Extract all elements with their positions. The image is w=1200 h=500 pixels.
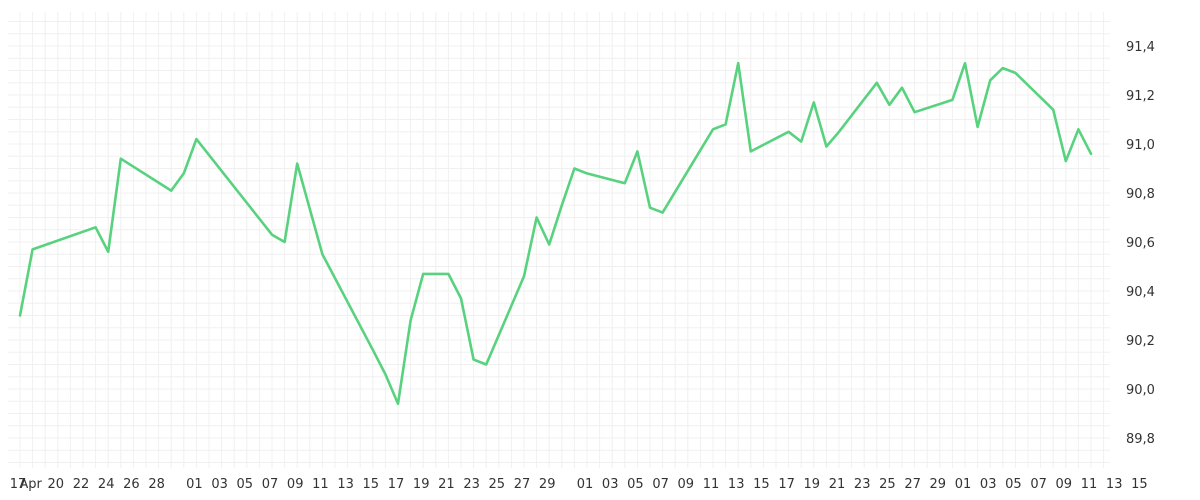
x-tick-label: 07 [652, 477, 669, 492]
x-tick-label: 25 [489, 477, 506, 492]
x-tick-label: 07 [1030, 477, 1047, 492]
y-tick-label: 91,2 [1126, 89, 1155, 104]
x-tick-label: 24 [98, 477, 115, 492]
x-tick-label: 07 [262, 477, 279, 492]
x-tick-label: 29 [539, 477, 556, 492]
x-tick-label: 05 [627, 477, 644, 492]
y-tick-label: 90,8 [1126, 187, 1155, 202]
y-tick-label: 90,0 [1126, 383, 1155, 398]
x-tick-label: 13 [337, 477, 354, 492]
x-tick-label: 19 [804, 477, 821, 492]
x-tick-label: Apr [19, 477, 42, 492]
y-tick-label: 90,2 [1126, 334, 1155, 349]
x-tick-label: 11 [703, 477, 720, 492]
x-tick-label: 01 [955, 477, 972, 492]
x-tick-label: 25 [879, 477, 896, 492]
x-tick-label: 01 [577, 477, 594, 492]
x-tick-label: 21 [438, 477, 455, 492]
y-tick-label: 90,6 [1126, 236, 1155, 251]
x-tick-label: 03 [980, 477, 997, 492]
x-tick-label: 22 [73, 477, 90, 492]
x-tick-label: 23 [854, 477, 871, 492]
x-tick-label: 15 [753, 477, 770, 492]
x-tick-label: 11 [1081, 477, 1098, 492]
x-tick-label: 15 [363, 477, 380, 492]
x-tick-label: 27 [514, 477, 531, 492]
x-tick-label: 09 [287, 477, 304, 492]
x-tick-label: 26 [123, 477, 140, 492]
y-tick-label: 91,0 [1126, 138, 1155, 153]
series-layer [18, 61, 1093, 406]
x-tick-label: 17 [388, 477, 405, 492]
y-tick-label: 91,4 [1126, 40, 1155, 55]
grid [8, 12, 1110, 468]
x-tick-label: 28 [148, 477, 165, 492]
x-tick-label: 09 [678, 477, 695, 492]
x-tick-label: 01 [186, 477, 203, 492]
x-tick-label: 05 [1005, 477, 1022, 492]
x-tick-label: 09 [1056, 477, 1073, 492]
x-tick-label: 21 [829, 477, 846, 492]
series-line [18, 61, 1093, 406]
x-tick-label: 11 [312, 477, 329, 492]
x-tick-label: 15 [1131, 477, 1148, 492]
x-tick-label: 19 [413, 477, 430, 492]
y-tick-label: 89,8 [1126, 432, 1155, 447]
y-axis: 89,8 90,0 90,2 90,4 90,6 90,8 91,0 91,2 91,4 [1126, 40, 1155, 447]
x-tick-label: 17 [10, 477, 27, 492]
x-tick-label: 13 [728, 477, 745, 492]
x-tick-label: 29 [930, 477, 947, 492]
x-tick-label: 27 [904, 477, 921, 492]
x-tick-label: 05 [237, 477, 254, 492]
x-tick-label: 23 [463, 477, 480, 492]
y-tick-label: 90,4 [1126, 285, 1155, 300]
x-tick-label: 03 [602, 477, 619, 492]
x-tick-label: 17 [778, 477, 795, 492]
x-tick-label: 20 [48, 477, 65, 492]
x-tick-label: 13 [1106, 477, 1123, 492]
x-tick-label: 03 [211, 477, 228, 492]
